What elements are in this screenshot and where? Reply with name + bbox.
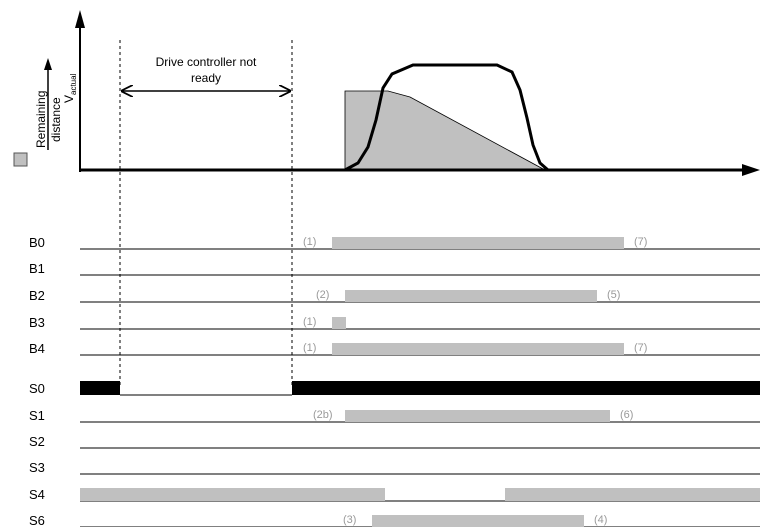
v-actual-curve xyxy=(344,63,549,172)
signal-label-s1: S1 xyxy=(29,408,45,423)
signal-label-b1: B1 xyxy=(29,261,45,276)
distance-label: distance xyxy=(49,97,63,142)
time-axis-arrowhead xyxy=(742,164,760,176)
marker-b0-1: (1) xyxy=(303,236,316,248)
remaining-label: Remaining xyxy=(34,91,48,148)
remaining-axis-arrowhead xyxy=(44,58,52,70)
signal-label-s4: S4 xyxy=(29,487,45,502)
v-actual-label: Vactual xyxy=(62,73,78,103)
marker-b0-2: (7) xyxy=(634,236,647,248)
signal-label-b4: B4 xyxy=(29,341,45,356)
signal-bar-s0-left xyxy=(80,381,120,395)
not-ready-label-line2: ready xyxy=(191,71,221,85)
signal-bar-s1-1 xyxy=(345,410,610,422)
marker-b4-2: (7) xyxy=(634,342,647,354)
marker-b2-2: (5) xyxy=(607,289,620,301)
signal-rows: B0 (1) (7) B1 B2 (2) (5) B3 (1) B4 (1) (7) S0 S1 (2b) (… xyxy=(29,235,760,527)
marker-s6-1: (3) xyxy=(343,514,356,526)
signal-bar-b2-1 xyxy=(345,290,597,302)
signal-bar-s0-right xyxy=(292,381,760,395)
signal-bar-s4-1 xyxy=(80,488,385,501)
signal-label-s6: S6 xyxy=(29,513,45,527)
signal-label-b3: B3 xyxy=(29,315,45,330)
not-ready-label-line1: Drive controller not xyxy=(156,55,257,69)
signal-label-b0: B0 xyxy=(29,235,45,250)
y-axis-arrowhead xyxy=(75,10,85,28)
signal-bar-s4-2 xyxy=(505,488,760,501)
marker-s6-2: (4) xyxy=(594,514,607,526)
marker-b2-1: (2) xyxy=(316,289,329,301)
signal-bar-b4-1 xyxy=(332,343,624,355)
signal-label-s3: S3 xyxy=(29,460,45,475)
legend-swatch xyxy=(13,152,28,167)
signal-bar-b0-1 xyxy=(332,237,624,249)
signal-label-s2: S2 xyxy=(29,434,45,449)
marker-b4-1: (1) xyxy=(303,342,316,354)
remaining-distance-area xyxy=(344,90,546,171)
signal-label-b2: B2 xyxy=(29,288,45,303)
signal-bar-s6-1 xyxy=(372,515,584,527)
marker-b3-1: (1) xyxy=(303,316,316,328)
marker-s1-1: (2b) xyxy=(313,409,333,421)
marker-s1-2: (6) xyxy=(620,409,633,421)
signal-bar-b3-1 xyxy=(332,317,346,329)
signal-label-s0: S0 xyxy=(29,381,45,396)
